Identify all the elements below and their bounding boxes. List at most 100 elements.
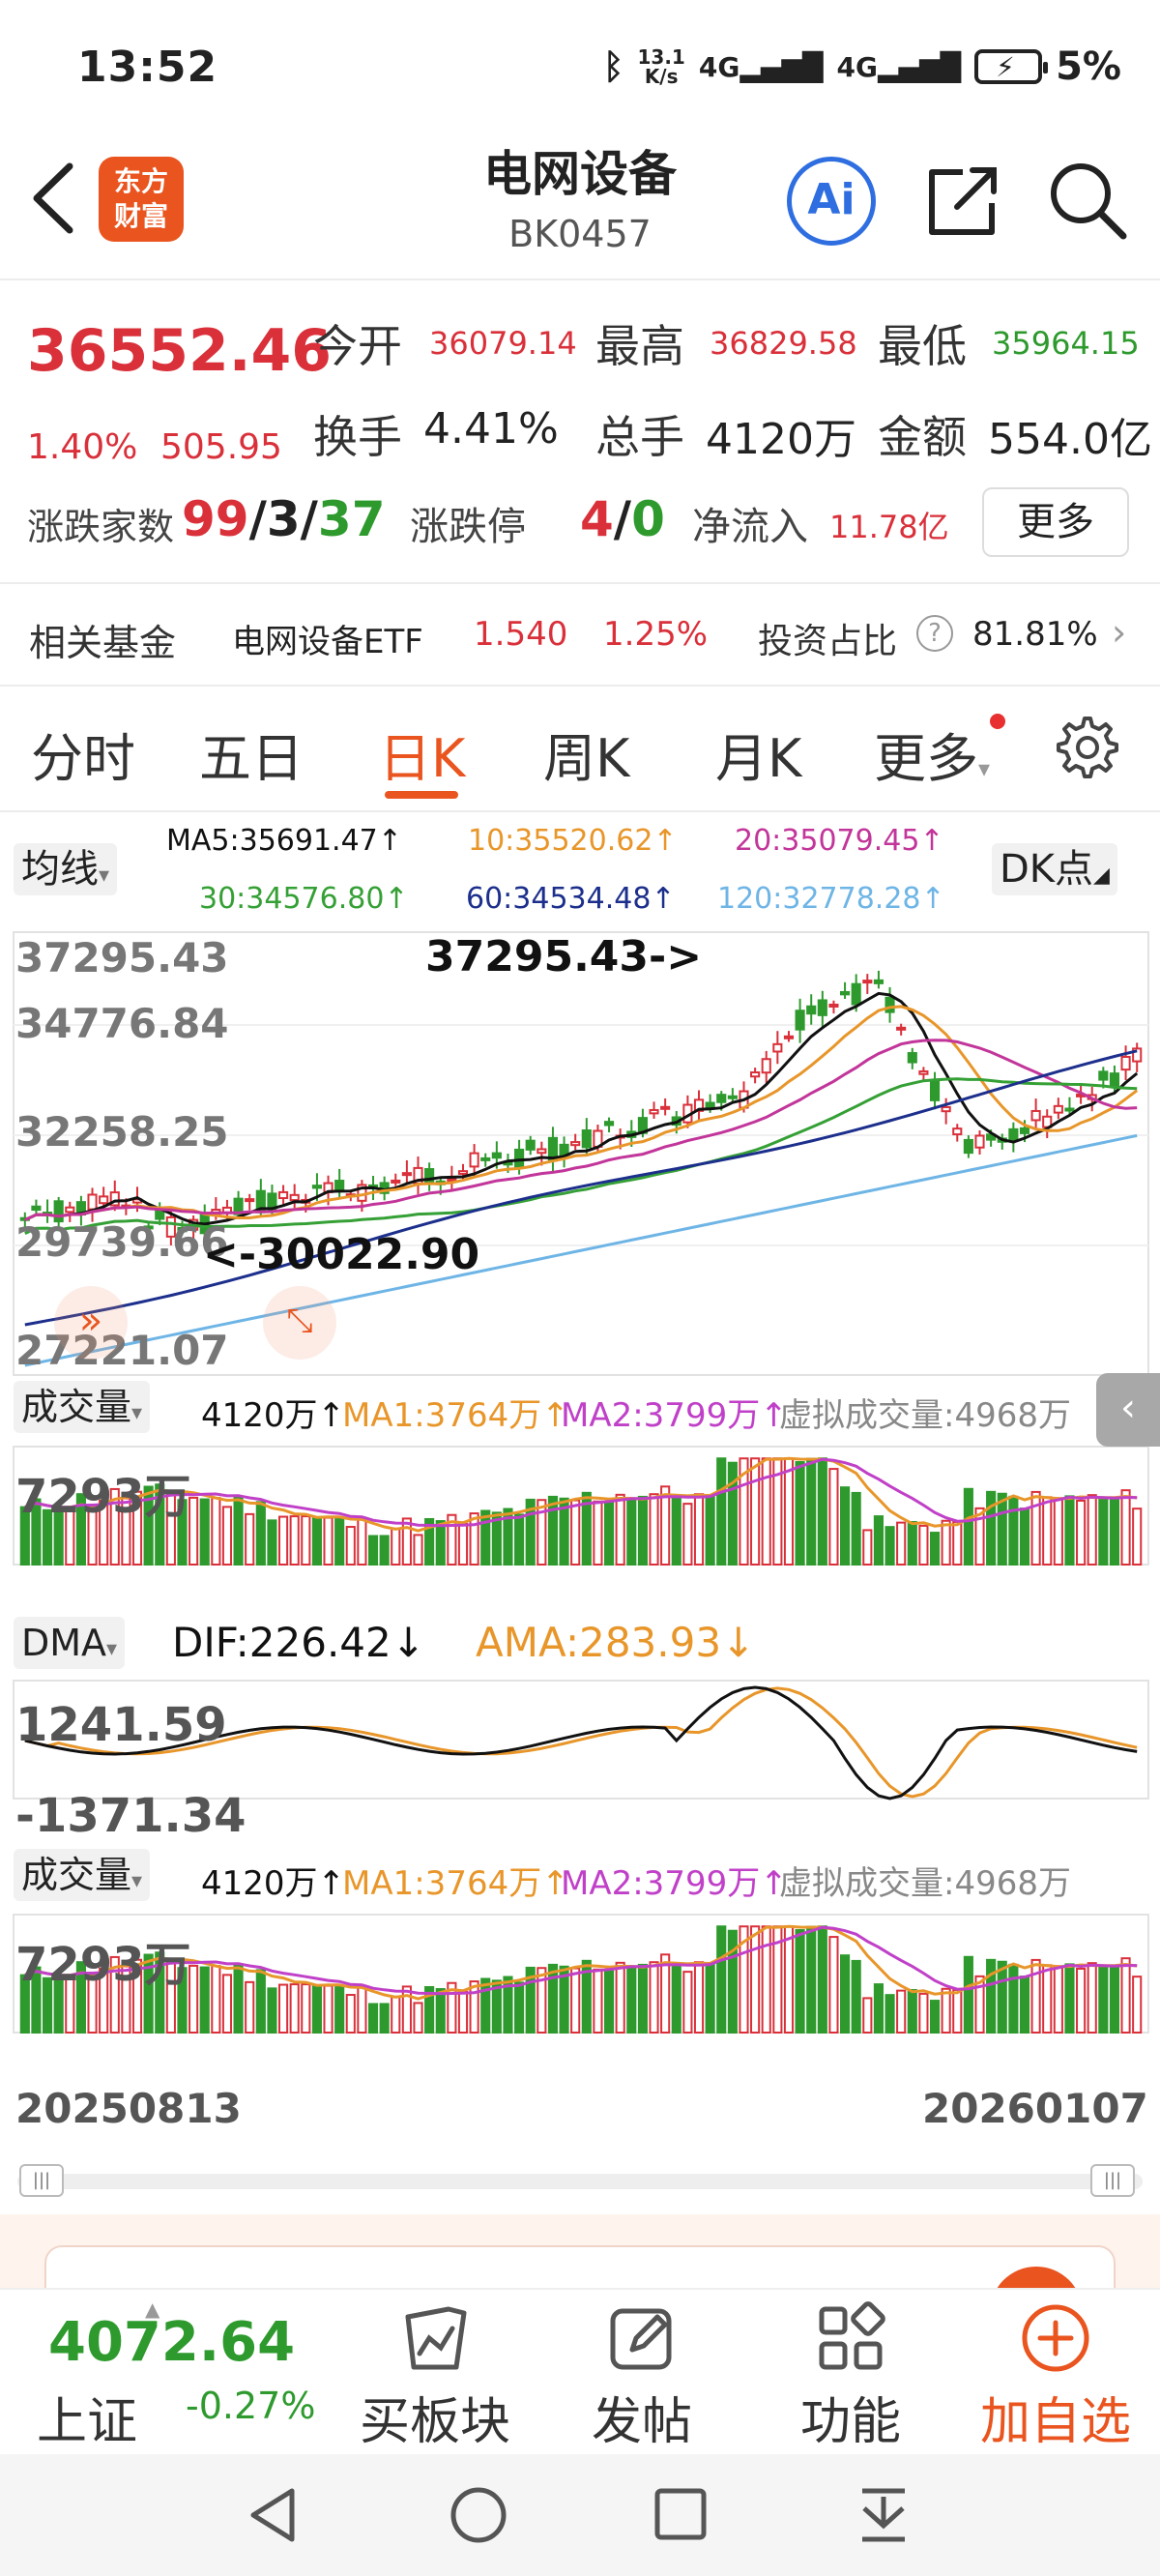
function-button[interactable]: 功能 bbox=[764, 2299, 938, 2453]
divider bbox=[0, 582, 1160, 584]
tab-monthly-k[interactable]: 月K bbox=[715, 728, 802, 789]
volume-bar bbox=[649, 1961, 659, 2034]
volume-bar bbox=[581, 1959, 592, 2034]
buy-block-icon bbox=[405, 2306, 467, 2370]
search-button[interactable] bbox=[1046, 159, 1129, 242]
volume-bar bbox=[211, 1965, 221, 2034]
candle bbox=[660, 1105, 671, 1110]
candle bbox=[1098, 1070, 1109, 1081]
volume1-virtual: 虚拟成交量:4968万 bbox=[779, 1396, 1071, 1435]
dk-point-button[interactable]: DK点◢ bbox=[992, 843, 1117, 895]
volume-bar bbox=[716, 1457, 727, 1566]
change-percent: 1.40% bbox=[27, 427, 138, 467]
volume-bar bbox=[131, 1490, 143, 1566]
fullscreen-icon[interactable]: ⤡ bbox=[263, 1286, 336, 1360]
volume-bar bbox=[143, 1485, 154, 1566]
nav-recents-icon[interactable] bbox=[652, 2485, 710, 2543]
tab-intraday[interactable]: 分时 bbox=[31, 728, 135, 789]
volume-bar bbox=[1087, 1494, 1097, 1566]
volume-bar bbox=[559, 1965, 569, 2034]
tab-five-day[interactable]: 五日 bbox=[199, 728, 304, 789]
ai-button[interactable]: Ai bbox=[787, 157, 876, 246]
volume-bar bbox=[570, 1967, 581, 2034]
candle bbox=[457, 1170, 469, 1175]
volume-bar bbox=[19, 1974, 30, 2034]
post-button[interactable]: 发帖 bbox=[555, 2299, 729, 2453]
volume-bar bbox=[75, 1961, 86, 2034]
candle bbox=[278, 1190, 289, 1200]
candle bbox=[828, 1003, 839, 1008]
settings-button[interactable] bbox=[1054, 714, 1121, 785]
index-name[interactable]: 上证 bbox=[37, 2393, 138, 2451]
volume1-selector[interactable]: 成交量▾ bbox=[14, 1381, 151, 1433]
volume-bar bbox=[379, 2003, 390, 2034]
volume-bar bbox=[693, 1493, 705, 1566]
volume-bar bbox=[233, 1964, 244, 2034]
tab-weekly-k[interactable]: 周K bbox=[543, 728, 630, 789]
open-value: 36079.14 bbox=[429, 325, 577, 362]
volume-bar bbox=[603, 1501, 615, 1566]
back-button[interactable] bbox=[27, 155, 85, 242]
tab-daily-k[interactable]: 日K bbox=[379, 728, 466, 789]
volume-bar bbox=[525, 1966, 536, 2034]
candle bbox=[761, 1058, 771, 1074]
volume-bar bbox=[727, 1929, 738, 2034]
volume-bar bbox=[1076, 1967, 1087, 2034]
scrollbar-left-handle[interactable]: ||| bbox=[19, 2164, 64, 2197]
chart-canvas[interactable] bbox=[0, 928, 1160, 2147]
sector-code: BK0457 bbox=[508, 213, 652, 255]
candle bbox=[514, 1148, 525, 1168]
volume-bar bbox=[514, 1981, 525, 2034]
candle bbox=[1053, 1104, 1063, 1114]
volume-bar bbox=[503, 1508, 513, 1566]
index-value[interactable]: 4072.64 bbox=[48, 2311, 296, 2374]
volume-bar bbox=[31, 1966, 42, 2034]
more-button[interactable]: 更多 bbox=[982, 487, 1129, 557]
volume-bar bbox=[1132, 1976, 1143, 2034]
volume-bar bbox=[53, 1978, 64, 2034]
nav-dropdown-icon[interactable] bbox=[855, 2483, 913, 2547]
dma-selector[interactable]: DMA▾ bbox=[14, 1617, 126, 1669]
period-tabs: 分时 五日 日K 周K 月K 更多▾ bbox=[0, 687, 1160, 812]
add-watchlist-button[interactable]: 加自选 bbox=[969, 2299, 1143, 2453]
signal-1-label: 4G bbox=[698, 50, 740, 83]
separator: / bbox=[300, 491, 318, 547]
volume-bar bbox=[851, 1491, 861, 1566]
expand-left-icon[interactable]: » bbox=[54, 1286, 128, 1360]
volume-bar bbox=[503, 1976, 513, 2034]
collapse-panel-button[interactable]: ‹ bbox=[1096, 1373, 1160, 1447]
tab-more[interactable]: 更多▾ bbox=[874, 716, 990, 792]
nav-back-icon[interactable] bbox=[244, 2483, 302, 2547]
share-button[interactable] bbox=[924, 162, 1001, 240]
volume-bar bbox=[1109, 1497, 1120, 1566]
low-label: 最低 bbox=[878, 320, 967, 372]
candle bbox=[649, 1108, 659, 1115]
ma120-value: 120:32778.28↑ bbox=[717, 882, 945, 916]
nav-home-icon[interactable] bbox=[447, 2483, 510, 2547]
related-fund-row[interactable]: 相关基金 电网设备ETF 1.540 1.25% 投资占比 ? 81.81% › bbox=[0, 584, 1160, 685]
candle bbox=[851, 982, 861, 1006]
ma20-line bbox=[24, 1039, 1138, 1221]
ma-selector[interactable]: 均线▾ bbox=[14, 843, 118, 895]
ma30-value: 30:34576.80↑ bbox=[199, 882, 409, 916]
buy-block-button[interactable]: 买板块 bbox=[348, 2299, 522, 2453]
volume-bar bbox=[401, 1517, 412, 1566]
volume-bar bbox=[424, 1985, 435, 2034]
volume-bar bbox=[1053, 1965, 1063, 2034]
volume2-selector[interactable]: 成交量▾ bbox=[14, 1849, 151, 1901]
status-time: 13:52 bbox=[77, 43, 218, 92]
amount-label: 金额 bbox=[878, 411, 967, 463]
app-logo[interactable]: 东方 财富 bbox=[99, 157, 184, 242]
volume-bar bbox=[986, 1490, 997, 1566]
range-scrollbar[interactable] bbox=[17, 2174, 1143, 2189]
volume-bar bbox=[177, 1499, 188, 1566]
volume-bar bbox=[682, 1503, 693, 1566]
signal-1: 4G▂▄▆█ bbox=[699, 51, 824, 83]
volume-bar bbox=[289, 1515, 300, 1566]
candle bbox=[570, 1141, 581, 1147]
index-change[interactable]: -0.27% bbox=[186, 2385, 316, 2427]
scrollbar-right-handle[interactable]: ||| bbox=[1090, 2164, 1135, 2197]
help-icon[interactable]: ? bbox=[916, 615, 953, 652]
candle bbox=[929, 1079, 941, 1101]
status-icons: ᛒ 13.1 K/s 4G▂▄▆█ 4G▂▄▆█ ⚡ 5% bbox=[603, 44, 1121, 89]
